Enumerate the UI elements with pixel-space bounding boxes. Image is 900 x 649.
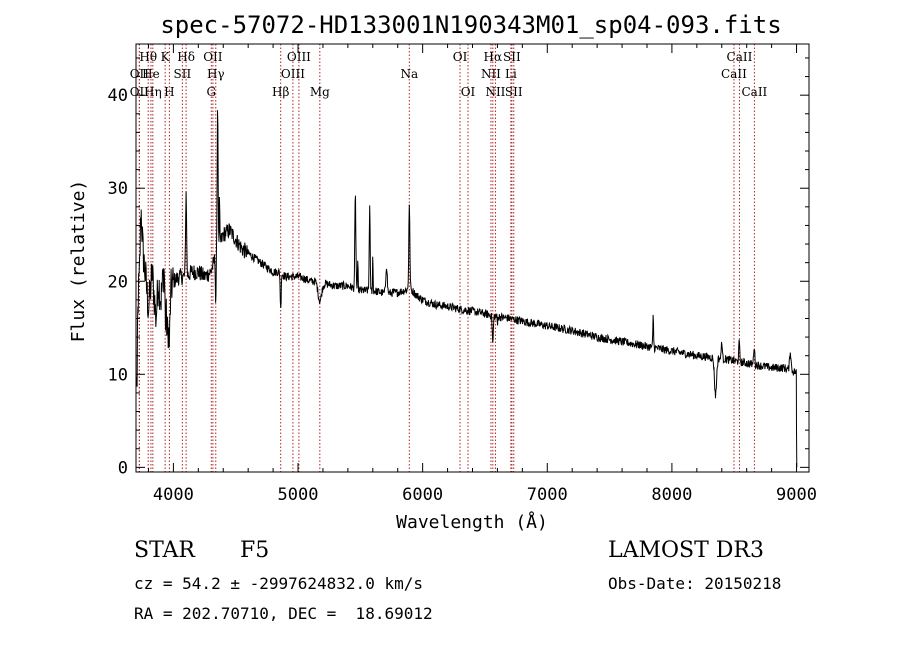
x-tick-label-8000: 8000 — [651, 485, 692, 505]
line-label-17: OI — [453, 50, 468, 64]
line-label-3: He — [142, 67, 160, 81]
x-tick-label-4000: 4000 — [153, 485, 194, 505]
y-tick-label-40: 40 — [108, 86, 128, 106]
y-tick-label-10: 10 — [108, 365, 128, 385]
x-tick-label-6000: 6000 — [402, 485, 443, 505]
y-tick-label-0: 0 — [118, 458, 128, 478]
line-label-5: K — [161, 50, 171, 64]
line-label-20: SII — [503, 50, 521, 64]
line-label-27: CaII — [741, 85, 767, 99]
object-subclass: F5 — [240, 538, 270, 563]
chart-title: spec-57072-HD133001N190343M01_sp04-093.f… — [160, 11, 781, 39]
line-label-6: SII — [174, 67, 192, 81]
object-class: STAR — [134, 538, 195, 563]
line-label-23: NII — [485, 85, 505, 99]
line-label-12: Hβ — [272, 85, 289, 99]
line-label-18: OI — [461, 85, 476, 99]
x-tick-label-5000: 5000 — [278, 485, 319, 505]
line-label-4: Hη — [144, 85, 162, 99]
line-label-19: Hα — [484, 50, 503, 64]
y-axis-label: Flux (relative) — [68, 180, 89, 343]
observation-date: Obs-Date: 20150218 — [608, 574, 782, 593]
y-tick-label-20: 20 — [108, 272, 128, 292]
line-label-16: Na — [400, 67, 418, 81]
redshift-line: cz = 54.2 ± -2997624832.0 km/s — [134, 574, 423, 593]
y-axis-ticks: 0 10 20 30 40 — [108, 57, 809, 478]
line-label-26: CaII — [721, 67, 747, 81]
line-label-13: OIII — [287, 50, 311, 64]
line-label-14: OIII — [281, 67, 305, 81]
spectrum-chart: spec-57072-HD133001N190343M01_sp04-093.f… — [68, 11, 817, 533]
line-label-10: Hγ — [207, 67, 225, 81]
line-label-21: NII — [481, 67, 501, 81]
x-axis-label: Wavelength (Å) — [396, 511, 548, 533]
line-label-25: CaII — [727, 50, 753, 64]
x-tick-label-7000: 7000 — [527, 485, 568, 505]
flux-series-line — [135, 110, 798, 468]
line-label-1: OII — [130, 67, 150, 81]
coordinates: RA = 202.70710, DEC = 18.69012 — [134, 604, 433, 623]
survey-name: LAMOST DR3 — [608, 538, 764, 563]
line-label-9: OII — [203, 50, 223, 64]
spectral-line-markers — [138, 44, 755, 472]
line-label-7: H — [164, 85, 174, 99]
x-axis-ticks: 4000 5000 6000 7000 8000 9000 — [147, 44, 817, 505]
line-label-8: Hδ — [177, 50, 195, 64]
x-tick-label-9000: 9000 — [776, 485, 817, 505]
line-label-24: SII — [505, 85, 523, 99]
y-tick-label-30: 30 — [108, 179, 128, 199]
plot-frame — [135, 43, 810, 473]
line-label-11: G — [206, 85, 216, 99]
line-label-0: Hθ — [139, 50, 157, 64]
line-label-15: Mg — [310, 85, 330, 99]
line-label-22: Li — [505, 67, 517, 81]
